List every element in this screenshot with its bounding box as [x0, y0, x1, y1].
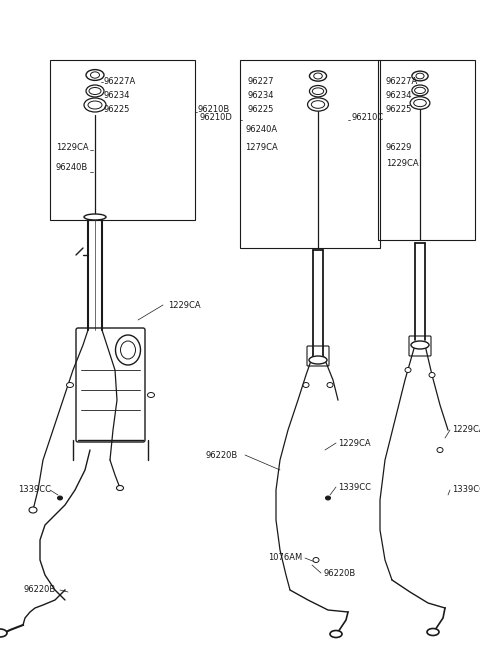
Ellipse shape	[325, 496, 331, 500]
Ellipse shape	[29, 507, 37, 513]
Text: 1229CA: 1229CA	[56, 143, 89, 152]
Ellipse shape	[411, 341, 429, 349]
Ellipse shape	[427, 629, 439, 635]
Text: 96220B: 96220B	[323, 568, 355, 578]
Ellipse shape	[416, 73, 424, 79]
Text: 1229CA: 1229CA	[452, 426, 480, 434]
Ellipse shape	[313, 558, 319, 562]
Text: 96234: 96234	[247, 91, 274, 101]
Ellipse shape	[308, 98, 328, 111]
Ellipse shape	[314, 73, 322, 79]
Ellipse shape	[120, 341, 135, 359]
Ellipse shape	[84, 214, 106, 220]
Ellipse shape	[414, 99, 426, 106]
Ellipse shape	[415, 87, 425, 93]
Text: 96234: 96234	[386, 91, 412, 101]
Ellipse shape	[84, 98, 106, 112]
Text: 1229CA: 1229CA	[386, 160, 419, 168]
Ellipse shape	[58, 496, 62, 500]
Ellipse shape	[309, 356, 327, 364]
Ellipse shape	[312, 101, 324, 108]
Text: 96240B: 96240B	[56, 164, 88, 173]
Ellipse shape	[89, 87, 101, 95]
Text: 96210C: 96210C	[352, 114, 384, 122]
Text: 96210B: 96210B	[198, 106, 230, 114]
Text: 96210D: 96210D	[200, 114, 233, 122]
Ellipse shape	[67, 382, 73, 388]
Bar	[378, 60, 475, 240]
Text: 96227A: 96227A	[103, 78, 135, 87]
Ellipse shape	[405, 367, 411, 373]
Ellipse shape	[312, 88, 324, 95]
Text: 96227: 96227	[247, 78, 274, 87]
Text: 96227A: 96227A	[386, 78, 418, 87]
Text: 1279CA: 1279CA	[245, 143, 278, 152]
Ellipse shape	[91, 72, 99, 78]
Text: 96229: 96229	[386, 143, 412, 152]
Text: 1229CA: 1229CA	[338, 438, 371, 447]
Ellipse shape	[327, 382, 333, 388]
Ellipse shape	[116, 335, 141, 365]
Ellipse shape	[0, 629, 7, 637]
Ellipse shape	[410, 97, 430, 109]
Ellipse shape	[330, 631, 342, 637]
Ellipse shape	[86, 85, 104, 97]
Text: 96234: 96234	[103, 91, 130, 101]
Text: 1339CC: 1339CC	[452, 486, 480, 495]
Ellipse shape	[310, 85, 326, 97]
Ellipse shape	[117, 486, 123, 491]
Ellipse shape	[310, 71, 326, 81]
Ellipse shape	[412, 71, 428, 81]
Text: 96225: 96225	[247, 106, 274, 114]
Text: 96225: 96225	[386, 106, 412, 114]
Text: 1339CC: 1339CC	[338, 482, 371, 491]
Text: 96240A: 96240A	[245, 125, 277, 135]
Text: 1076AM: 1076AM	[268, 553, 302, 562]
Ellipse shape	[88, 101, 102, 109]
Bar	[240, 60, 380, 248]
Text: 1229CA: 1229CA	[168, 300, 201, 309]
Text: 96225: 96225	[103, 106, 130, 114]
Ellipse shape	[437, 447, 443, 453]
Text: 96220B: 96220B	[205, 451, 237, 459]
Ellipse shape	[86, 70, 104, 80]
Ellipse shape	[429, 373, 435, 378]
Ellipse shape	[412, 85, 428, 96]
Ellipse shape	[147, 392, 155, 397]
Bar	[50, 60, 195, 220]
Text: 96220B: 96220B	[23, 585, 55, 595]
Text: 1339CC: 1339CC	[18, 486, 51, 495]
Ellipse shape	[303, 382, 309, 388]
